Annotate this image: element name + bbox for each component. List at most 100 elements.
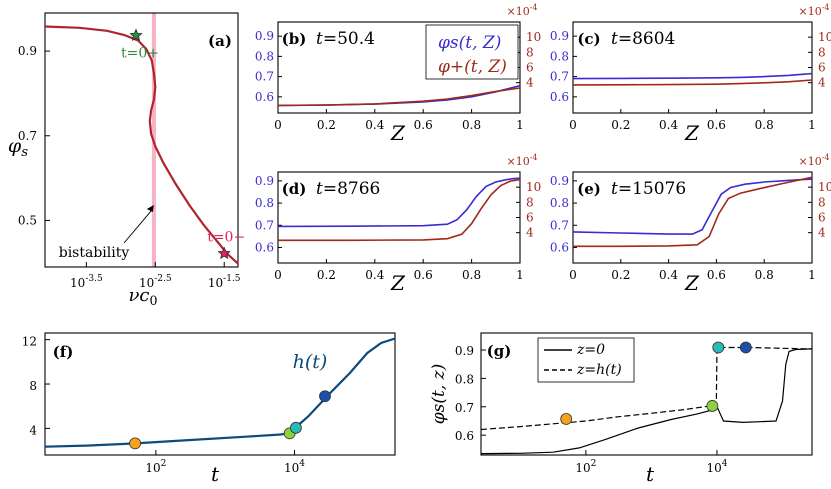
right-tick-label: 10 xyxy=(818,30,831,44)
time-label: t=8766 xyxy=(316,179,380,199)
legend-entry-phi-plus: φ+(t, Z) xyxy=(438,57,507,77)
x-tick-label: 0.4 xyxy=(659,118,678,132)
left-tick-label: 0.8 xyxy=(550,196,569,210)
x-tick-label: 0.4 xyxy=(365,268,384,282)
x-tick-label: 0 xyxy=(569,268,577,282)
right-tick-label: 4 xyxy=(526,226,534,240)
x-tick-label: 0 xyxy=(274,118,282,132)
x-tick-label: 0.4 xyxy=(365,118,384,132)
x-tick-label: 0.2 xyxy=(611,118,630,132)
phi-s-line xyxy=(277,177,521,228)
right-tick-label: 4 xyxy=(818,226,826,240)
plot-frame xyxy=(572,21,813,114)
time-marker xyxy=(706,400,719,412)
left-tick-label: 0.7 xyxy=(550,70,569,84)
start-star xyxy=(129,28,143,42)
panel-c: 0 0.2 0.4 0.6 0.8 1 0.6 0.7 0.8 0.9 46 810 ×10-4 Z (c)… xyxy=(550,3,831,145)
panel-d: 0 0.2 0.4 0.6 0.8 1 0.6 0.7 0.8 0.9 46 810 ×10-4 Z (d)… xyxy=(255,153,541,295)
x-tick-label: 0 xyxy=(569,118,577,132)
phi-plus-line xyxy=(278,178,521,242)
right-tick-label: 8 xyxy=(818,195,826,209)
right-tick-label: 6 xyxy=(818,211,826,225)
plot-frame xyxy=(480,332,813,456)
left-tick-label: 0.9 xyxy=(550,29,569,43)
time-marker xyxy=(739,341,752,354)
x-tick-label: 0 xyxy=(274,268,282,282)
time-marker xyxy=(289,421,302,434)
panel-label: (e) xyxy=(577,180,601,198)
x-tick-label: 104 xyxy=(284,459,305,475)
x-tick-label: 0.6 xyxy=(414,268,433,282)
plot-frame xyxy=(44,12,239,268)
bottom-line xyxy=(480,348,813,455)
x-tick-label: 10-1.5 xyxy=(208,274,241,290)
right-tick-label: 10 xyxy=(526,30,541,44)
time-label: t=50.4 xyxy=(316,29,375,49)
x-axis-label: Z xyxy=(390,271,406,295)
plot-frame xyxy=(44,332,396,456)
phi-plus-line xyxy=(277,87,521,107)
right-tick-label: 10 xyxy=(526,180,541,194)
panel-label: (a) xyxy=(208,32,232,50)
x-tick-label: 1 xyxy=(808,118,816,132)
x-tick-label: 0.6 xyxy=(707,268,726,282)
x-axis-label: Z xyxy=(390,121,406,145)
right-tick-label: 6 xyxy=(526,211,534,225)
x-tick-label: 102 xyxy=(145,459,166,475)
panel-f: 102 104 4 8 12 (f) h(t) t xyxy=(22,332,396,486)
left-tick-label: 0.6 xyxy=(550,90,569,104)
y-tick-label: 4 xyxy=(29,423,37,437)
time-label: t=8604 xyxy=(611,29,675,49)
time-marker xyxy=(129,437,141,450)
right-tick-label: 8 xyxy=(526,45,534,59)
left-tick-label: 0.8 xyxy=(255,49,274,63)
legend-box xyxy=(537,337,635,383)
right-tick-label: 8 xyxy=(526,195,534,209)
right-tick-label: 4 xyxy=(818,76,826,90)
x-tick-label: 0.6 xyxy=(707,118,726,132)
y-tick-label: 0.7 xyxy=(18,129,37,143)
start-label: t=0+ xyxy=(121,45,159,61)
left-tick-label: 0.9 xyxy=(550,174,569,188)
right-tick-label: 6 xyxy=(818,61,826,75)
plot-frame xyxy=(277,171,521,264)
y-tick-label: 0.9 xyxy=(455,344,474,358)
x-tick-label: 0.8 xyxy=(462,268,481,282)
end-label: t=0− xyxy=(207,229,245,245)
x-tick-label: 0.2 xyxy=(317,118,336,132)
x-tick-label: 10-2.5 xyxy=(139,274,172,290)
x-axis-label: t xyxy=(211,462,220,486)
panel-g: 102 104 0.6 0.7 0.8 0.9 (g) z=0 z=h(t) φs(t, z) t xyxy=(429,332,813,486)
phi-plus-line xyxy=(572,79,813,86)
x-tick-label: 0.2 xyxy=(611,268,630,282)
y-axis-label: φs xyxy=(8,135,28,160)
panel-label: (b) xyxy=(282,30,307,48)
y-tick-label: 0.7 xyxy=(455,401,474,415)
right-tick-label: 10 xyxy=(818,180,831,194)
left-tick-label: 0.8 xyxy=(550,49,569,63)
time-marker xyxy=(560,413,573,425)
right-tick-label: 8 xyxy=(818,45,826,59)
left-tick-label: 0.6 xyxy=(550,240,569,254)
legend-entry-phi-s: φs(t, Z) xyxy=(438,33,501,53)
time-label: t=15076 xyxy=(611,179,686,199)
y-axis-label: φs(t, z) xyxy=(429,364,449,425)
panel-b: 0 0.2 0.4 0.6 0.8 1 0.6 0.7 0.8 0.9 46 810 ×10-4 Z (b)… xyxy=(255,3,541,145)
series-label: h(t) xyxy=(293,351,328,373)
x-tick-label: 1 xyxy=(808,268,816,282)
left-tick-label: 0.8 xyxy=(255,196,274,210)
x-tick-label: 10-3.5 xyxy=(70,274,103,290)
panel-e: 0 0.2 0.4 0.6 0.8 1 0.6 0.7 0.8 0.9 46 810 ×10-4 Z (e)… xyxy=(550,153,831,295)
y-tick-label: 12 xyxy=(22,335,37,349)
bistability-arrow xyxy=(123,208,154,244)
right-scale-label: ×10-4 xyxy=(798,153,829,168)
x-axis-label: Z xyxy=(684,271,700,295)
x-tick-label: 0.6 xyxy=(414,118,433,132)
left-tick-label: 0.6 xyxy=(255,240,274,254)
x-axis-label: νc0 xyxy=(128,285,157,308)
phi-s-line xyxy=(572,72,813,80)
x-tick-label: 104 xyxy=(706,459,727,475)
phi-s-line xyxy=(572,178,813,235)
x-tick-label: 0.8 xyxy=(462,118,481,132)
